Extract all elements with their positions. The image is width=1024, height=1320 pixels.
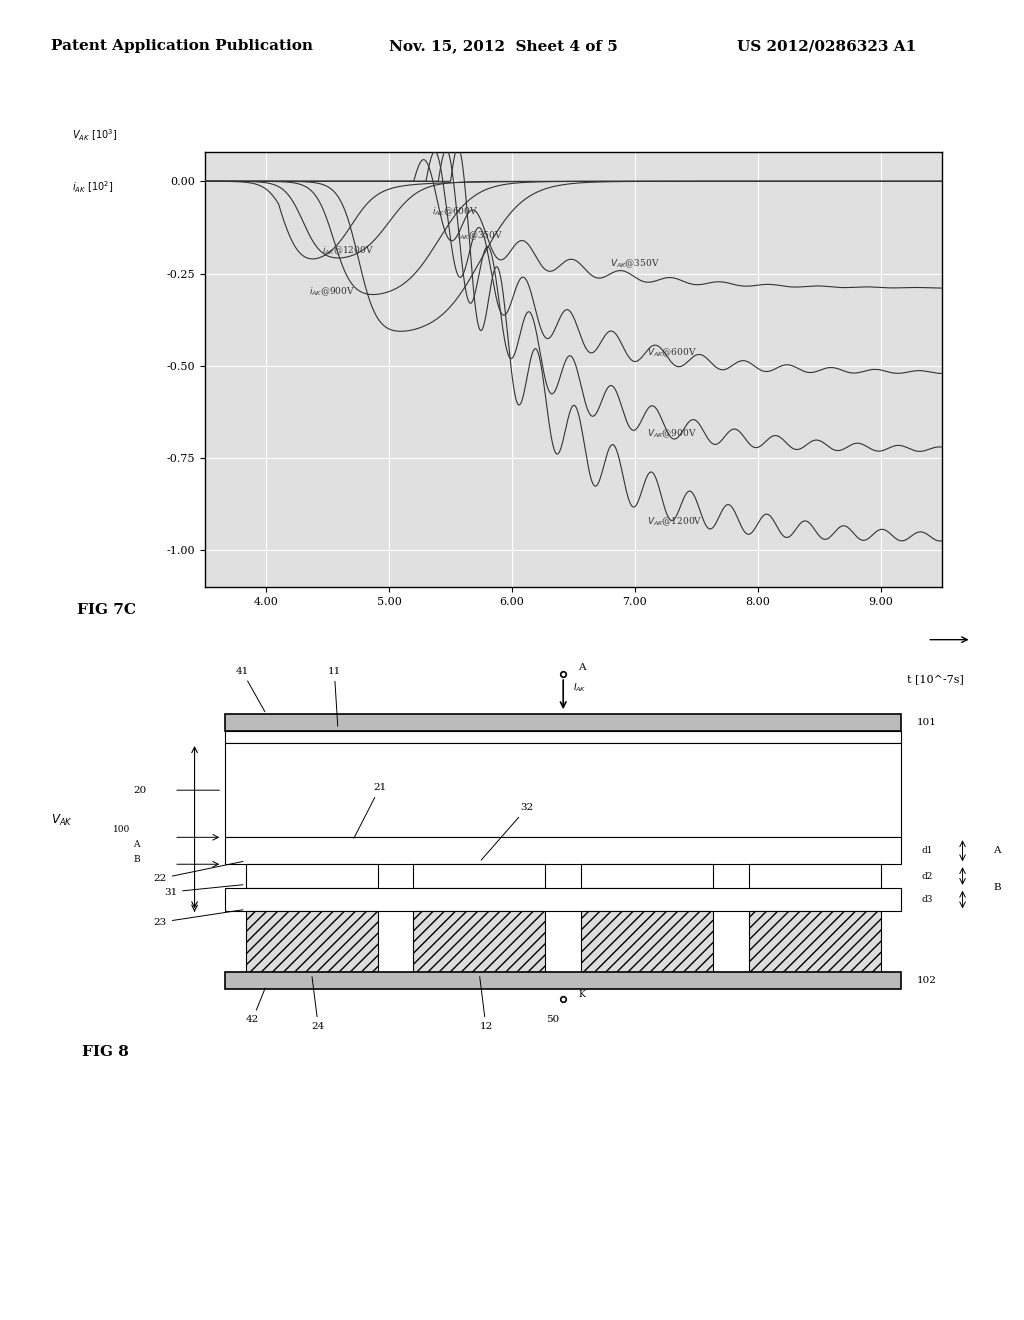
Text: 32: 32 (481, 804, 534, 861)
Bar (225, 743, 901, 837)
Text: Nov. 15, 2012  Sheet 4 of 5: Nov. 15, 2012 Sheet 4 of 5 (389, 40, 617, 53)
Bar (225, 972, 901, 989)
Text: $V_{AK}$: $V_{AK}$ (51, 813, 73, 828)
Bar (414, 865, 545, 888)
Bar (225, 731, 901, 743)
Text: A: A (579, 664, 586, 672)
Text: d1: d1 (922, 846, 933, 855)
Text: K: K (579, 990, 586, 999)
Text: B: B (133, 855, 139, 865)
Text: $V_{AK}$@1200V: $V_{AK}$@1200V (647, 516, 702, 528)
Bar (246, 911, 378, 972)
Text: 100: 100 (113, 825, 130, 834)
Text: $i_{AK}$@1200V: $i_{AK}$@1200V (322, 244, 374, 257)
Text: A: A (133, 841, 139, 849)
Text: $V_{AK}$@350V: $V_{AK}$@350V (610, 257, 659, 271)
Text: FIG 7C: FIG 7C (77, 603, 136, 616)
Text: A: A (993, 846, 1000, 855)
Text: 31: 31 (164, 884, 243, 896)
Text: $V_{AK}\ [10^3]$: $V_{AK}\ [10^3]$ (72, 128, 118, 143)
Bar (582, 865, 713, 888)
Text: FIG 8: FIG 8 (82, 1045, 129, 1059)
Text: 20: 20 (133, 785, 146, 795)
Text: $V_{AK}$@600V: $V_{AK}$@600V (647, 346, 696, 359)
Text: 50: 50 (547, 1015, 559, 1024)
Text: $V_{AK}$@900V: $V_{AK}$@900V (647, 428, 696, 440)
Text: 23: 23 (154, 909, 243, 927)
Bar (749, 865, 881, 888)
Bar (414, 911, 545, 972)
Text: 24: 24 (311, 977, 325, 1031)
Text: Patent Application Publication: Patent Application Publication (51, 40, 313, 53)
Text: B: B (993, 883, 1000, 892)
Text: $i_{AK}$@350V: $i_{AK}$@350V (457, 230, 503, 243)
Text: 11: 11 (328, 667, 341, 726)
Bar (225, 714, 901, 731)
Text: 101: 101 (916, 718, 936, 727)
Bar (225, 888, 901, 911)
Bar (225, 837, 901, 865)
Text: t [10^-7s]: t [10^-7s] (907, 675, 965, 685)
Text: 102: 102 (916, 975, 936, 985)
Text: $i_{AK}$@600V: $i_{AK}$@600V (432, 206, 478, 218)
Text: $i_{AK}$@900V: $i_{AK}$@900V (309, 285, 355, 297)
Text: d2: d2 (922, 871, 933, 880)
Text: US 2012/0286323 A1: US 2012/0286323 A1 (737, 40, 916, 53)
Text: $I_{AK}$: $I_{AK}$ (573, 681, 587, 694)
Text: 42: 42 (246, 987, 265, 1024)
Text: d3: d3 (922, 895, 933, 904)
Text: 12: 12 (479, 977, 493, 1031)
Bar (582, 911, 713, 972)
Text: $i_{AK}\ [10^2]$: $i_{AK}\ [10^2]$ (72, 180, 114, 195)
Text: 22: 22 (154, 862, 243, 883)
Bar (246, 865, 378, 888)
Text: 41: 41 (236, 667, 265, 711)
Bar (749, 911, 881, 972)
Text: 21: 21 (354, 783, 386, 838)
